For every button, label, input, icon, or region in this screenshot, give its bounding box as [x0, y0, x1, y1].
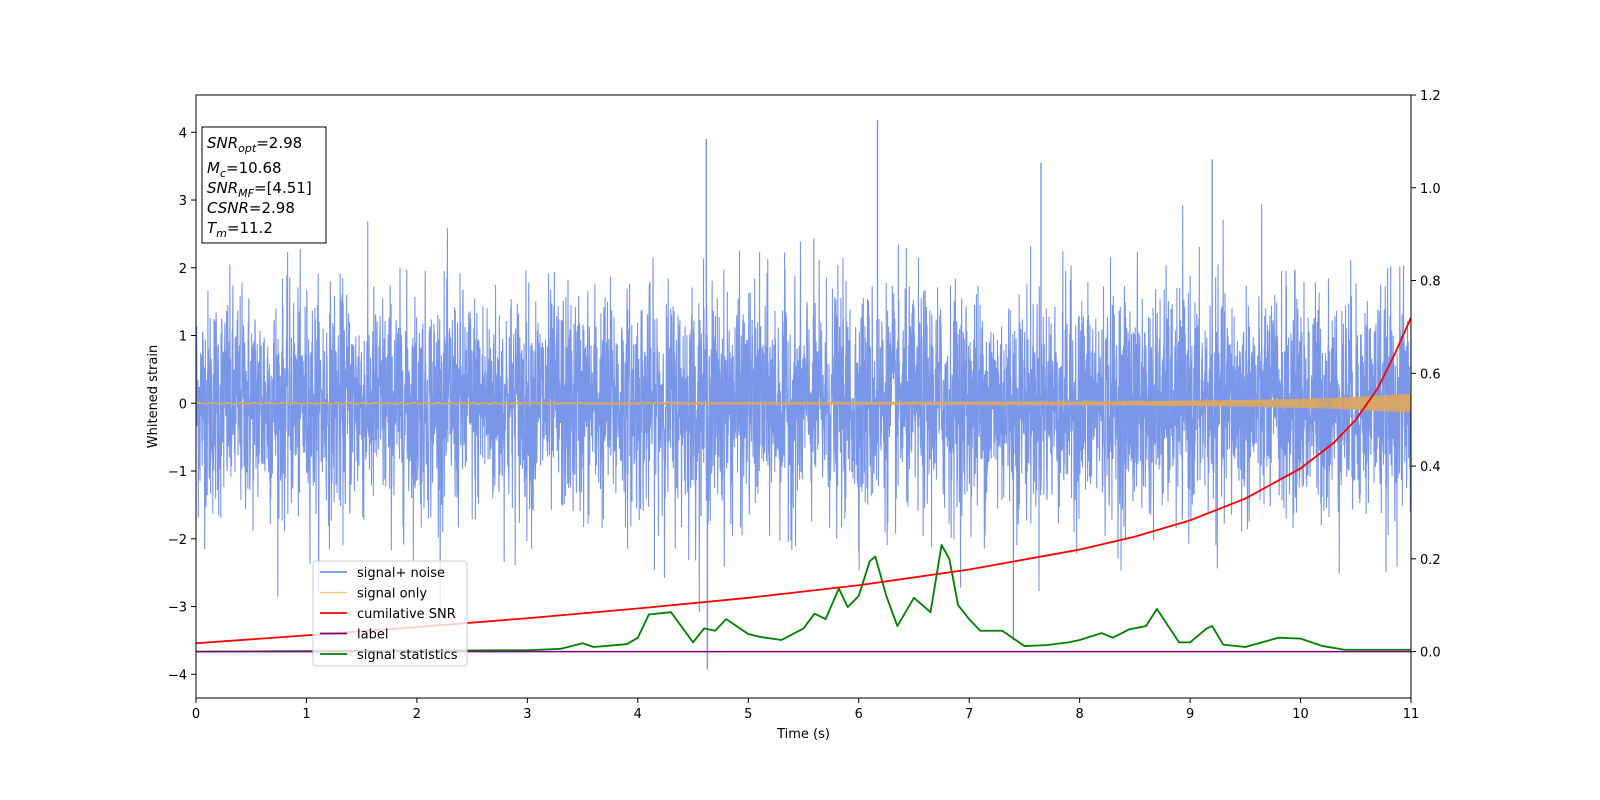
x-axis-label: Time (s): [776, 727, 830, 742]
y-left-tick-label: −2: [168, 533, 187, 548]
legend-frame: [312, 560, 468, 667]
y-right-tick-label: 0.2: [1420, 553, 1441, 568]
signal-only-band: [196, 393, 1411, 413]
y-left-tick-label: 0: [179, 397, 187, 412]
cumulative-snr-line: [196, 317, 1411, 645]
y-right-tick-label: 0.0: [1420, 646, 1441, 661]
y-right-tick-label: 1.2: [1420, 89, 1441, 104]
x-tick-label: 8: [1075, 707, 1083, 722]
cumulative-snr-series: [196, 317, 1411, 645]
info-snr-mf: SNRMF=[4.51]: [207, 179, 312, 200]
y-left-tick-label: 2: [179, 262, 187, 277]
legend-entry: signal+ noise: [357, 566, 445, 581]
info-snr-opt: SNRopt=2.98: [207, 134, 302, 155]
y-left-tick-label: 3: [179, 194, 187, 209]
y-left-tick-label: −4: [168, 668, 187, 683]
x-tick-label: 4: [634, 707, 642, 722]
legend-entry: signal only: [357, 587, 427, 602]
x-tick-label: 5: [744, 707, 752, 722]
y-right-tick-label: 0.4: [1420, 460, 1441, 475]
legend-entry: label: [357, 628, 388, 643]
y-axis-label: Whitened strain: [146, 345, 161, 448]
x-tick-label: 11: [1403, 707, 1420, 722]
noise-series: [196, 120, 1411, 670]
legend-entry: signal statistics: [357, 648, 458, 663]
x-tick-label: 2: [413, 707, 421, 722]
y-axis-left: −4 −3 −2 −1 0 1 2 3 4: [168, 126, 196, 683]
info-csnr: CSNR=2.98: [207, 199, 295, 217]
signal-statistics-series: [196, 544, 1411, 653]
noise-line: [196, 204, 1411, 627]
x-tick-label: 7: [965, 707, 973, 722]
y-right-tick-label: 1.0: [1420, 182, 1441, 197]
y-left-tick-label: −3: [168, 601, 187, 616]
x-tick-label: 3: [523, 707, 531, 722]
legend: signal+ noise signal only cumilative SNR la…: [312, 560, 468, 667]
y-left-tick-label: −1: [168, 465, 187, 480]
x-tick-label: 1: [302, 707, 310, 722]
x-tick-label: 9: [1186, 707, 1194, 722]
legend-entry: cumilative SNR: [357, 607, 456, 622]
y-axis-right: 0.0 0.2 0.4 0.6 0.8 1.0 1.2: [1411, 89, 1441, 661]
x-tick-label: 6: [855, 707, 863, 722]
y-left-tick-label: 4: [179, 126, 187, 141]
y-right-tick-label: 0.8: [1420, 275, 1441, 290]
signal-only-series: [195, 393, 1412, 413]
info-box: SNRopt=2.98 Mc=10.68 SNRMF=[4.51] CSNR=2…: [201, 126, 327, 244]
info-box-frame: [201, 126, 327, 244]
info-mc: Mc=10.68: [207, 159, 282, 180]
y-right-tick-label: 0.6: [1420, 367, 1441, 382]
y-left-tick-label: 1: [179, 330, 187, 345]
x-tick-label: 0: [192, 707, 200, 722]
x-axis: 0 1 2 3 4 5 6 7 8 9 10 11: [192, 698, 1419, 722]
info-tm: Tm=11.2: [207, 219, 273, 240]
signal-statistics-line: [196, 544, 1411, 653]
x-tick-label: 10: [1292, 707, 1309, 722]
plot-frame: [195, 94, 1412, 699]
